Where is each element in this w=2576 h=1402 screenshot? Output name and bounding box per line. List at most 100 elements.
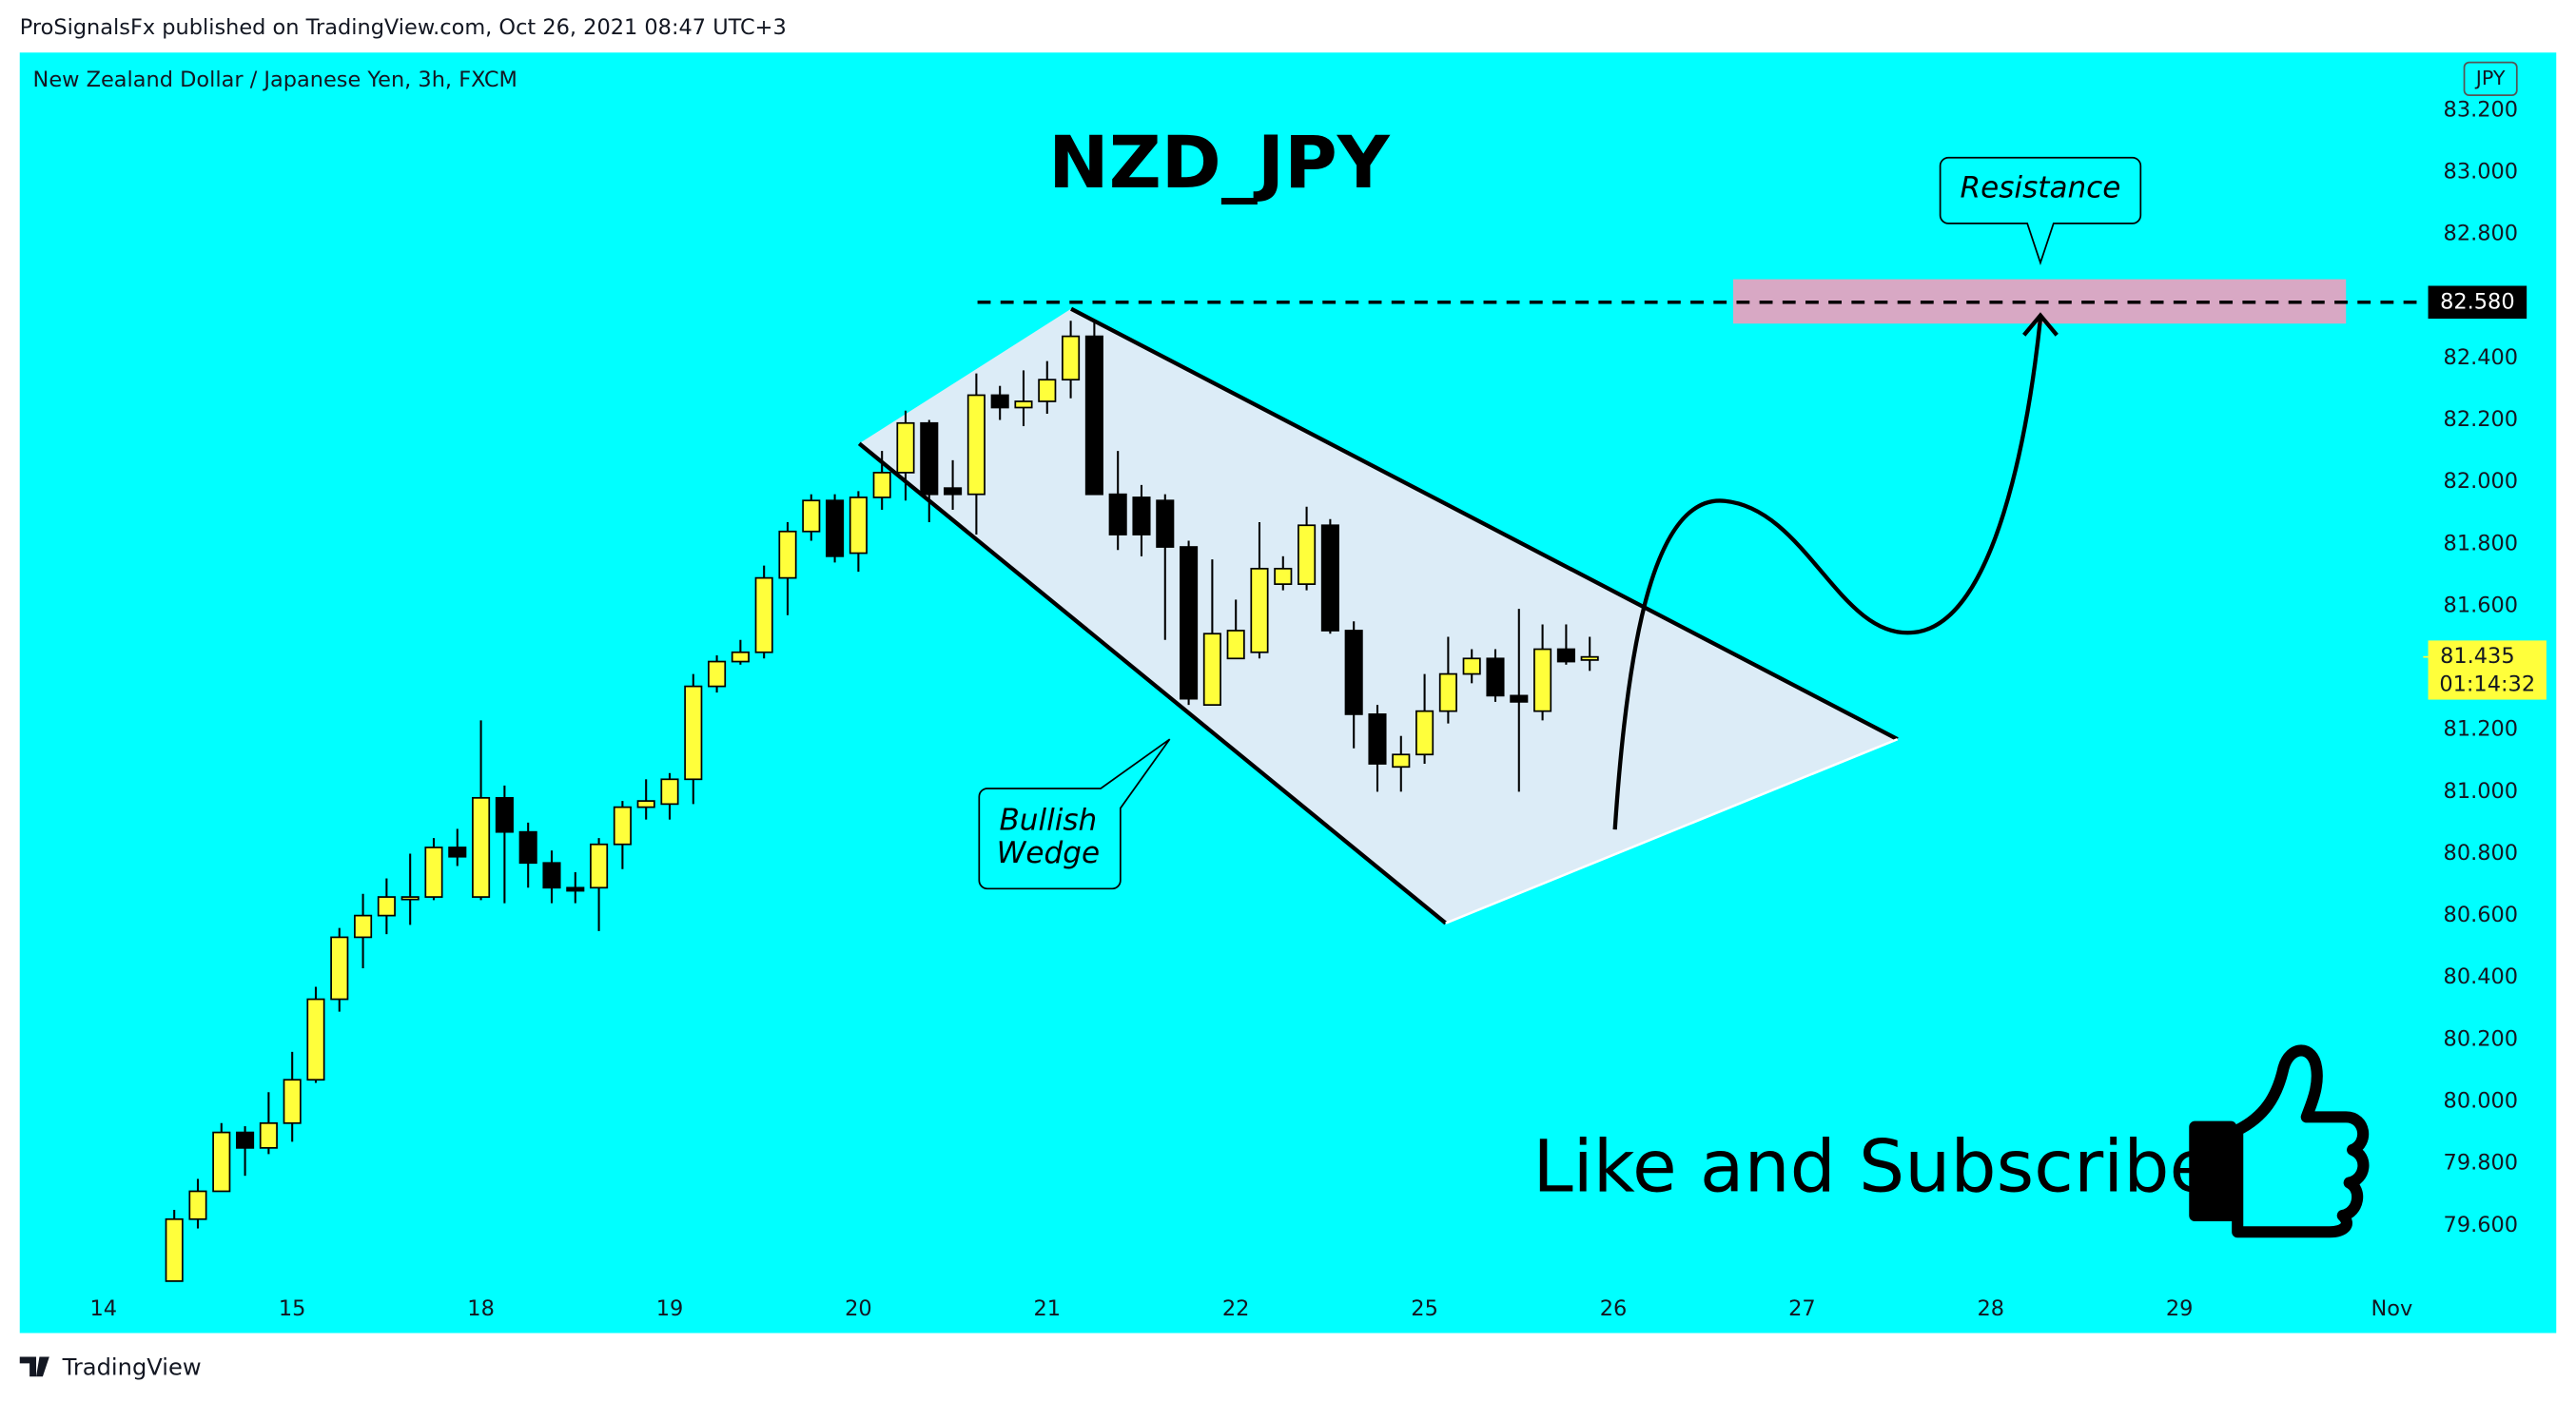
y-tick-label: 79.800: [2444, 1151, 2519, 1176]
candle-body: [754, 576, 773, 653]
candle-body: [990, 394, 1009, 409]
candle-body: [448, 847, 467, 858]
y-tick-label: 81.800: [2444, 531, 2519, 555]
candle-body: [1438, 672, 1457, 712]
wedge-callout: [978, 738, 1171, 890]
candle-body: [1108, 493, 1127, 535]
candle-body: [944, 487, 963, 496]
candle-body: [778, 530, 797, 579]
wedge-lower-line: [857, 441, 1448, 925]
projection-path: [1612, 318, 2043, 830]
candle-body: [1014, 400, 1033, 409]
resistance-label: Resistance: [1961, 171, 2121, 205]
candle-body: [1180, 546, 1199, 700]
candle-body: [1368, 713, 1387, 765]
y-tick-label: 81.600: [2444, 593, 2519, 617]
call-to-action: Like and Subscribe: [1532, 1123, 2214, 1208]
x-tick-label: 15: [279, 1296, 306, 1321]
candle-body: [424, 847, 443, 898]
bar-countdown: 01:14:32: [2439, 672, 2535, 697]
x-tick-label: 14: [90, 1296, 118, 1321]
candle-body: [354, 914, 373, 939]
candle-body: [1556, 648, 1575, 663]
price-line-label: 82.580: [2440, 289, 2515, 314]
candle-body: [1226, 630, 1245, 660]
thumb-hand: [2232, 1044, 2370, 1238]
candle-body: [590, 843, 609, 889]
currency-badge[interactable]: [2463, 61, 2518, 97]
tradingview-logo: TradingView: [19, 1354, 202, 1381]
candle-body: [1156, 499, 1175, 548]
candle-body: [1084, 335, 1103, 496]
x-tick-label: 27: [1788, 1296, 1816, 1321]
candle-body: [1510, 694, 1529, 703]
logo-mark: [19, 1356, 49, 1377]
candle-body: [1415, 710, 1434, 756]
chart-title: NZD_JPY: [1048, 120, 1391, 204]
last-price-label: 81.435: [2440, 644, 2515, 669]
candle-body: [1274, 567, 1293, 585]
y-tick-label: 82.400: [2444, 345, 2519, 370]
thumb-cuff: [2189, 1120, 2237, 1222]
candle-body: [660, 778, 679, 806]
y-tick-label: 80.200: [2444, 1026, 2519, 1051]
candle-body: [283, 1079, 302, 1124]
candle-body: [212, 1131, 231, 1193]
footer-brand: TradingView: [62, 1354, 202, 1381]
candle-body: [165, 1217, 184, 1282]
candle-body: [826, 499, 845, 557]
price-line-badge: [2428, 285, 2527, 320]
candle-body: [1062, 335, 1081, 381]
candle-body: [613, 806, 632, 846]
candle-body: [684, 685, 703, 781]
candle-body: [1462, 657, 1481, 675]
y-tick-label: 83.000: [2444, 159, 2519, 184]
resistance-callout: [1939, 156, 2142, 266]
last-price-badge: [2428, 640, 2547, 700]
candle-body: [966, 394, 986, 496]
thumbs-up-icon: [2189, 1044, 2370, 1238]
candle-body: [236, 1131, 255, 1149]
candle-body: [1132, 497, 1151, 535]
candle-body: [731, 651, 750, 663]
wedge-label: Bullish: [999, 804, 1097, 838]
candle-body: [802, 499, 821, 533]
candle-body: [566, 886, 585, 892]
candle-body: [330, 936, 349, 1001]
candle-body: [495, 796, 514, 833]
y-tick-label: 80.400: [2444, 964, 2519, 989]
x-tick-label: Nov: [2371, 1296, 2412, 1321]
projection-arrowhead: [2022, 312, 2059, 337]
x-tick-label: 28: [1977, 1296, 2004, 1321]
candle-body: [1392, 753, 1411, 769]
candle-body: [872, 472, 891, 498]
wedge-upper-line: [1070, 306, 1899, 742]
candle-body: [1580, 655, 1599, 661]
candle-body: [472, 796, 491, 898]
x-tick-label: 26: [1600, 1296, 1628, 1321]
x-tick-label: 25: [1411, 1296, 1438, 1321]
symbol-info: New Zealand Dollar / Japanese Yen, 3h, F…: [33, 68, 517, 92]
candle-body: [1202, 633, 1221, 707]
candle-body: [920, 421, 939, 496]
candle-body: [1038, 379, 1057, 402]
candle-body: [188, 1190, 207, 1220]
y-tick-label: 82.800: [2444, 222, 2519, 246]
y-tick-label: 80.000: [2444, 1089, 2519, 1114]
candle-body: [1298, 524, 1317, 585]
candle-body: [1344, 630, 1363, 715]
x-tick-label: 29: [2166, 1296, 2194, 1321]
candle-body: [377, 896, 396, 917]
x-tick-label: 21: [1034, 1296, 1062, 1321]
y-tick-label: 80.600: [2444, 903, 2519, 927]
candle-body: [259, 1121, 278, 1149]
x-tick-label: 18: [467, 1296, 495, 1321]
y-tick-label: 80.800: [2444, 841, 2519, 866]
candle-body: [1250, 567, 1269, 653]
candle-body: [1486, 657, 1505, 697]
y-tick-label: 82.000: [2444, 469, 2519, 494]
y-tick-label: 81.000: [2444, 779, 2519, 804]
candle-body: [400, 896, 420, 901]
wedge-label: Wedge: [997, 836, 1100, 870]
